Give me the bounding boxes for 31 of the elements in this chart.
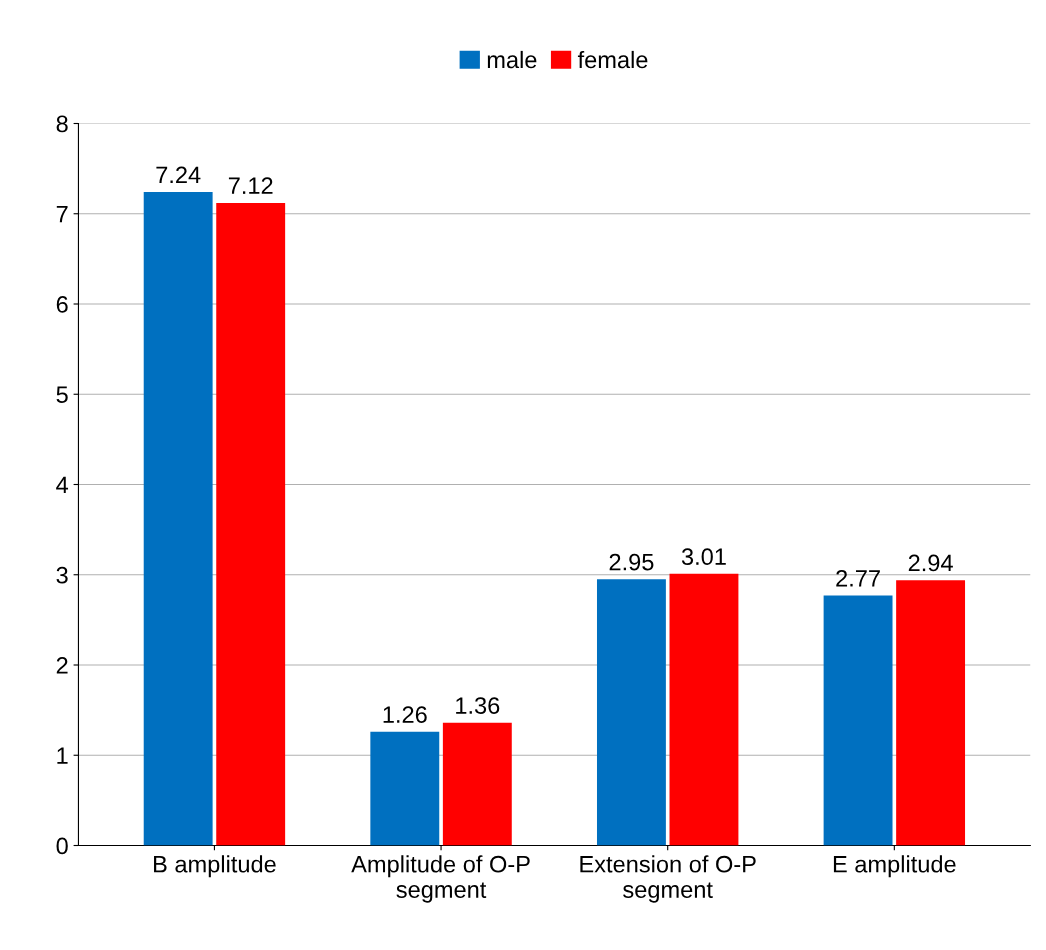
bar [216, 202, 286, 846]
data-label: 7.12 [228, 177, 273, 194]
y-tick-label: 6 [56, 296, 68, 313]
x-tick-label: Extension of O-P segment [580, 855, 756, 903]
data-label: 2.94 [908, 554, 953, 572]
x-tick-label: E amplitude [833, 855, 956, 878]
data-label: 1.36 [456, 697, 500, 714]
data-label: 7.24 [156, 166, 201, 184]
bar [669, 573, 739, 846]
legend-label: female [577, 50, 648, 69]
y-tick-label: 3 [56, 566, 68, 584]
x-tick-label: B amplitude [154, 855, 276, 878]
data-label: 3.01 [681, 548, 726, 566]
y-tick-label: 2 [56, 657, 68, 674]
legend-label: male [487, 50, 537, 69]
bar [596, 579, 666, 846]
x-tick-label: Amplitude of O-P segment [351, 855, 530, 903]
bar [370, 731, 440, 846]
y-tick-label: 8 [56, 115, 68, 133]
data-label: 1.26 [383, 706, 427, 723]
y-tick-label: 0 [56, 837, 68, 855]
data-label: 2.77 [836, 569, 880, 587]
y-tick-label: 7 [56, 206, 68, 223]
bar [896, 580, 966, 846]
data-label: 2.95 [609, 553, 654, 571]
y-tick-label: 4 [56, 476, 69, 494]
bar [823, 595, 893, 846]
bar [442, 722, 512, 846]
y-tick-label: 5 [56, 386, 68, 404]
bar [143, 192, 213, 846]
y-tick-label: 1 [57, 747, 68, 764]
